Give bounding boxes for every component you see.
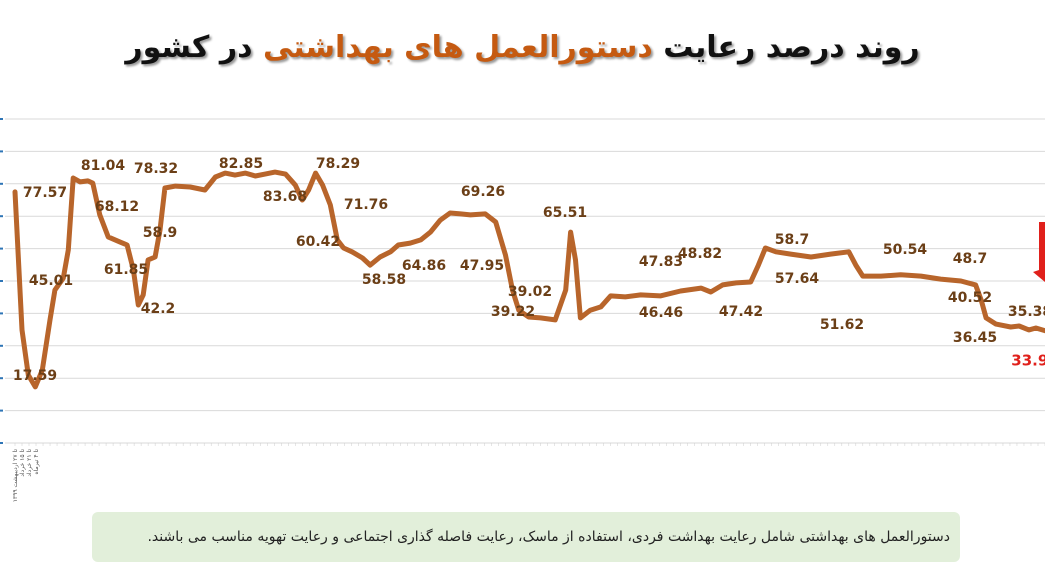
series-line xyxy=(12,169,1045,390)
data-label: 35.38 xyxy=(1008,304,1045,320)
title-part2: در کشور xyxy=(125,30,263,65)
chart-title: روند درصد رعایت دستورالعمل های بهداشتی د… xyxy=(0,30,1045,65)
x-tick-label: تا ۲۱ خرداد xyxy=(26,449,33,477)
data-label: 58.58 xyxy=(362,272,406,288)
data-label: 61.85 xyxy=(104,262,148,278)
data-label: 46.46 xyxy=(639,305,683,321)
down-arrow-icon xyxy=(1033,222,1045,282)
data-label: 48.82 xyxy=(678,246,722,262)
note-text: دستورالعمل های بهداشتی شامل رعایت بهداشت… xyxy=(147,529,950,545)
data-label: 33.94 xyxy=(1011,352,1045,370)
data-label: 58.7 xyxy=(775,232,810,248)
data-label: 78.29 xyxy=(316,156,360,172)
title-part1: روند درصد رعایت xyxy=(652,30,920,65)
data-label: 51.62 xyxy=(820,317,864,333)
data-label: 68.12 xyxy=(95,199,139,215)
data-label: 78.32 xyxy=(134,161,178,177)
data-label: 58.9 xyxy=(143,225,178,241)
data-label: 47.42 xyxy=(719,304,763,320)
note-box: دستورالعمل های بهداشتی شامل رعایت بهداشت… xyxy=(92,512,960,562)
x-tick-label: تا ۲۷ اردیبهشت ۱۳۹۹ xyxy=(12,449,19,503)
data-label: 17.59 xyxy=(13,368,57,384)
data-label: 65.51 xyxy=(543,205,587,221)
data-label: 64.86 xyxy=(402,258,446,274)
data-label: 36.45 xyxy=(953,330,997,346)
data-label: 71.76 xyxy=(344,197,388,213)
data-label: 45.01 xyxy=(29,273,73,289)
data-label: 42.2 xyxy=(141,301,176,317)
title-highlight: دستورالعمل های بهداشتی xyxy=(262,30,653,65)
data-label: 83.68 xyxy=(263,189,307,205)
data-label: 82.85 xyxy=(219,156,263,172)
data-label: 47.83 xyxy=(639,254,683,270)
x-tick-label: تا ۴ تیرماه xyxy=(33,449,40,475)
data-label: 77.57 xyxy=(23,185,67,201)
data-label: 60.42 xyxy=(296,234,340,250)
data-label: 40.52 xyxy=(948,290,992,306)
data-label: 81.04 xyxy=(81,158,126,174)
data-label: 47.95 xyxy=(460,258,504,274)
data-label: 48.7 xyxy=(953,251,988,267)
data-label: 69.26 xyxy=(461,184,505,200)
data-label: 50.54 xyxy=(883,242,928,258)
x-tick-label: تا ۱۵ خرداد xyxy=(19,449,26,477)
data-label: 57.64 xyxy=(775,271,820,287)
data-label: 39.02 xyxy=(508,284,552,300)
data-label: 39.22 xyxy=(491,304,535,320)
